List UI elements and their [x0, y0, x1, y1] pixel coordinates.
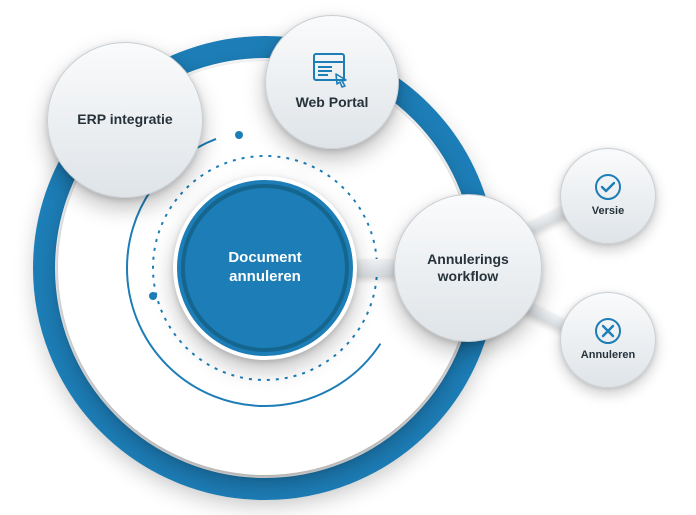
node-erp: ERP integratie	[47, 42, 203, 198]
node-versie: Versie	[560, 148, 656, 244]
node-workflow-label: Annuleringsworkflow	[427, 251, 509, 286]
cross-icon	[594, 317, 622, 345]
orbit-dot	[149, 292, 157, 300]
check-icon	[594, 173, 622, 201]
orbit-dot	[235, 131, 243, 139]
node-webportal: Web Portal	[265, 15, 399, 149]
node-erp-label: ERP integratie	[77, 111, 172, 129]
center-label: Documentannuleren	[228, 249, 301, 287]
node-annuleren-label: Annuleren	[581, 349, 635, 363]
node-webportal-label: Web Portal	[296, 94, 369, 112]
web-portal-icon	[312, 52, 352, 88]
diagram-stage: Documentannuleren ERP integratie Web Por…	[0, 0, 696, 515]
node-annuleren: Annuleren	[560, 292, 656, 388]
node-workflow: Annuleringsworkflow	[394, 194, 542, 342]
node-versie-label: Versie	[592, 205, 624, 219]
center-node: Documentannuleren	[173, 176, 357, 360]
